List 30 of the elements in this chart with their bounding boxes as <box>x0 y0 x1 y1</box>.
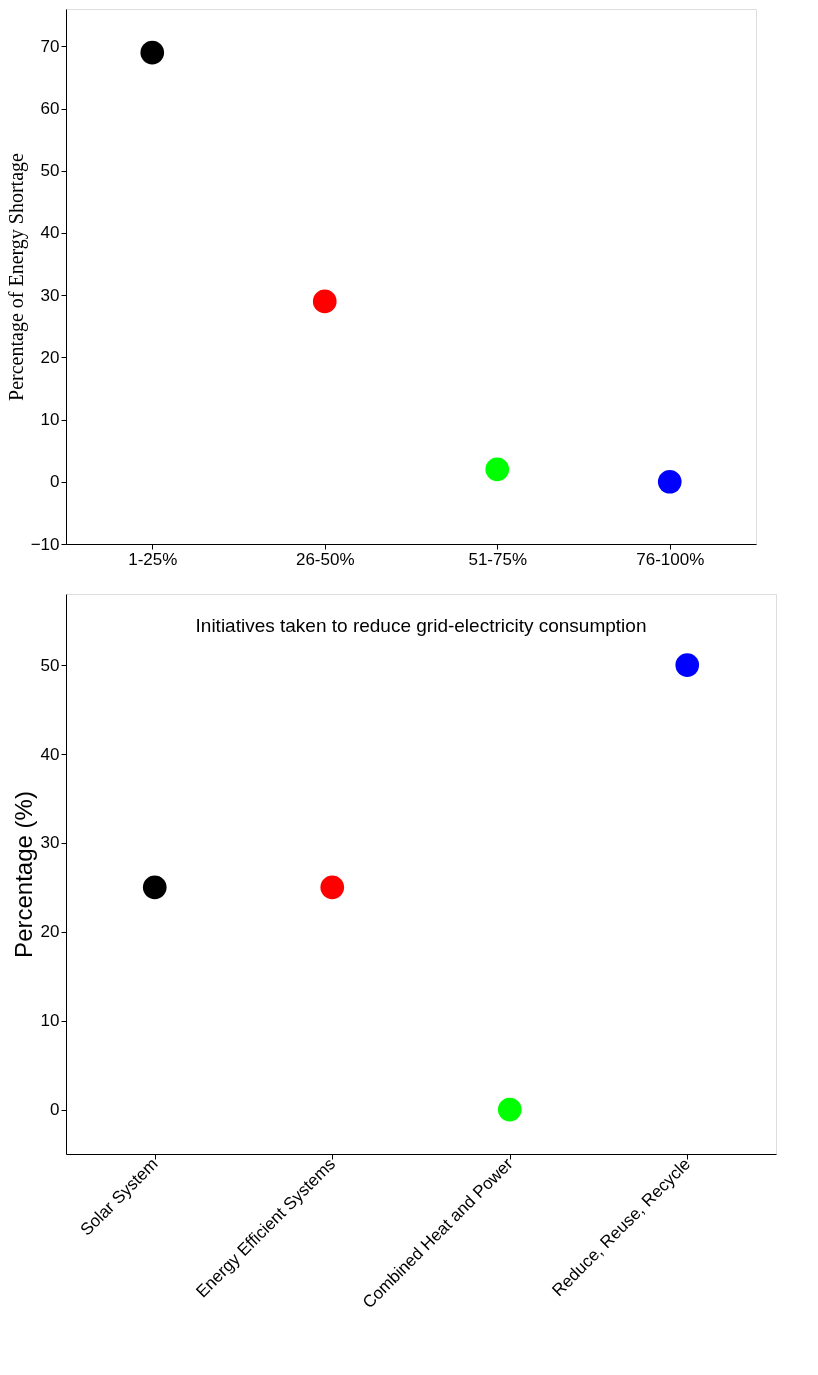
y-axis-title: Percentage (%) <box>9 791 37 958</box>
x-tick-label: 51-75% <box>468 549 528 569</box>
point <box>140 40 165 65</box>
y-tick-label: 50 <box>40 161 60 181</box>
point <box>485 457 510 482</box>
point <box>497 1097 522 1122</box>
x-tick-label: 26-50% <box>295 549 355 569</box>
y-tick-label: 0 <box>50 1100 60 1120</box>
y-tick-label: 10 <box>40 1011 60 1031</box>
y-tick-label: 10 <box>40 410 60 430</box>
text: Initiatives taken to reduce grid-electricity consumption <box>195 615 647 636</box>
x-tick-label: 76-100% <box>636 549 705 569</box>
x-tick-label: 1-25% <box>128 549 178 569</box>
y-tick-label: −10 <box>30 534 60 554</box>
point <box>312 289 337 314</box>
point <box>320 875 345 900</box>
y-tick-label: 40 <box>40 223 60 243</box>
y-tick-label: 70 <box>40 36 60 56</box>
y-tick-label: 20 <box>40 347 60 367</box>
point <box>142 875 167 900</box>
y-tick-label: 0 <box>50 472 60 492</box>
point <box>675 653 700 677</box>
y-tick-label: 20 <box>40 922 60 942</box>
y-tick-label: 50 <box>40 655 60 675</box>
point <box>657 469 682 494</box>
y-axis-title: Percentage of Energy Shortage <box>4 152 28 401</box>
y-tick-label: 60 <box>40 99 60 119</box>
y-tick-label: 30 <box>40 285 60 305</box>
y-tick-label: 40 <box>40 744 60 764</box>
y-tick-label: 30 <box>40 833 60 853</box>
